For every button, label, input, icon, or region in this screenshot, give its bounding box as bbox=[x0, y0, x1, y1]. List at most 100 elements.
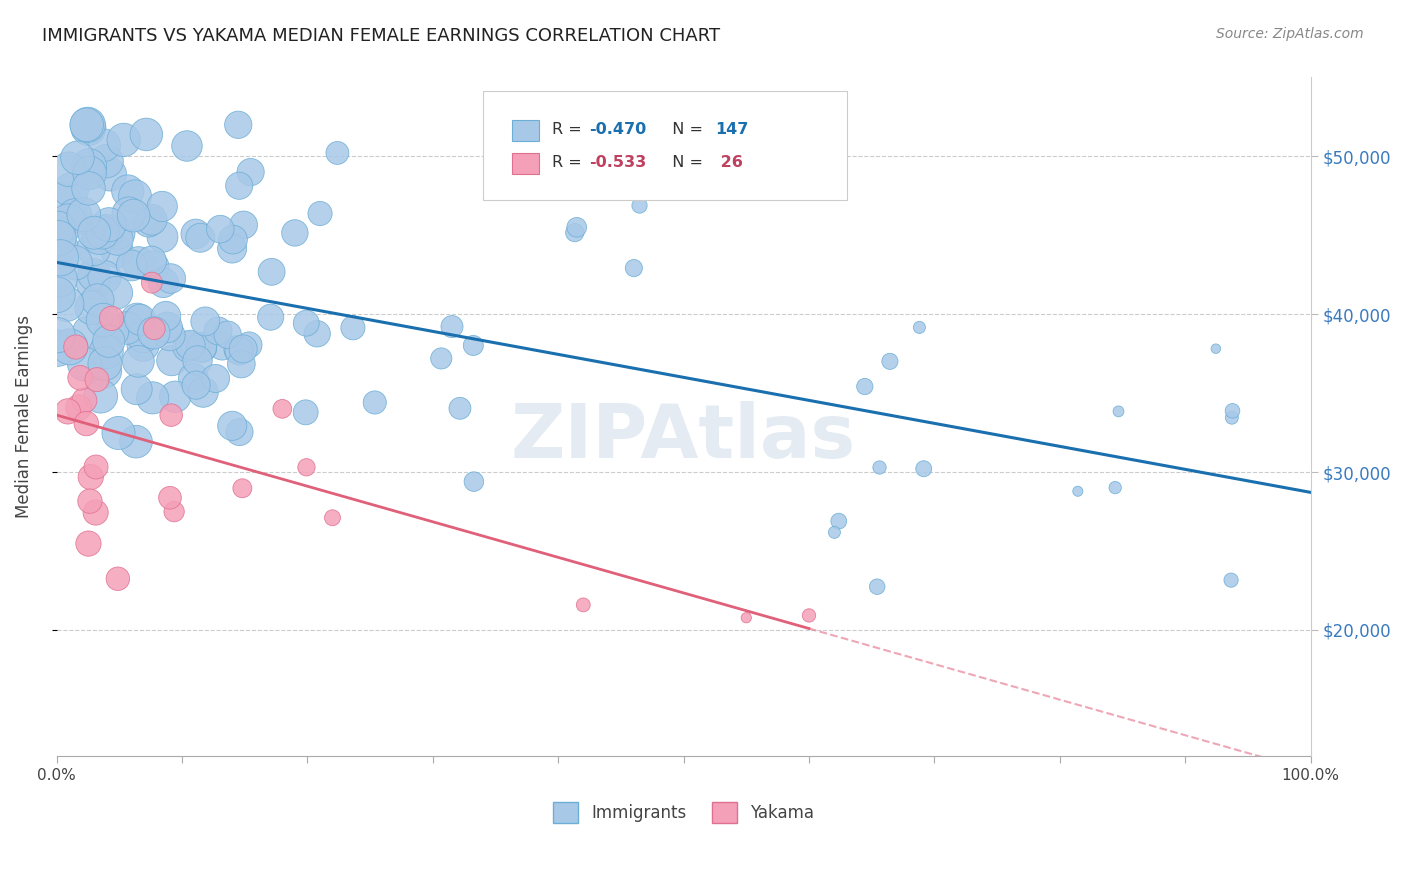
Point bbox=[60, 183, 83, 197]
Point bbox=[94, 364, 117, 378]
Point bbox=[96, 224, 118, 238]
Text: R =: R = bbox=[553, 155, 586, 169]
Point bbox=[259, 310, 281, 325]
Point bbox=[107, 233, 129, 247]
Point bbox=[63, 209, 86, 223]
Point bbox=[79, 494, 101, 508]
FancyBboxPatch shape bbox=[512, 153, 540, 174]
Point bbox=[184, 378, 207, 392]
Y-axis label: Median Female Earnings: Median Female Earnings bbox=[15, 316, 32, 518]
Point bbox=[96, 344, 118, 359]
Point bbox=[226, 343, 249, 357]
Point bbox=[207, 324, 229, 338]
Point bbox=[132, 338, 155, 352]
Point bbox=[83, 268, 105, 282]
Point bbox=[89, 230, 111, 244]
Point bbox=[48, 272, 70, 286]
Point bbox=[91, 226, 114, 240]
Point bbox=[564, 226, 586, 240]
Point bbox=[76, 118, 98, 132]
Point bbox=[73, 393, 96, 408]
FancyBboxPatch shape bbox=[512, 120, 540, 141]
Point bbox=[107, 425, 129, 440]
Point bbox=[1222, 404, 1244, 418]
Point bbox=[129, 312, 152, 326]
Point bbox=[77, 159, 100, 173]
Point bbox=[623, 261, 645, 276]
Point bbox=[152, 230, 174, 244]
Point bbox=[226, 118, 249, 132]
Point bbox=[83, 242, 105, 256]
Point bbox=[232, 342, 254, 356]
Point bbox=[48, 231, 70, 245]
Point bbox=[228, 178, 250, 193]
Point bbox=[232, 218, 254, 232]
Point bbox=[53, 193, 76, 207]
Point bbox=[1104, 481, 1126, 495]
Point bbox=[364, 395, 387, 409]
Point bbox=[141, 254, 163, 268]
Point bbox=[121, 259, 143, 273]
Point bbox=[107, 226, 129, 240]
Point bbox=[155, 309, 177, 323]
Point bbox=[159, 328, 181, 343]
Point bbox=[77, 536, 100, 550]
Point bbox=[58, 162, 80, 177]
Point bbox=[66, 151, 89, 165]
Point bbox=[912, 461, 935, 475]
Point bbox=[194, 314, 217, 328]
Point bbox=[96, 154, 118, 169]
Point bbox=[191, 385, 214, 400]
Point bbox=[228, 343, 250, 358]
Point bbox=[449, 401, 471, 416]
Point bbox=[342, 320, 364, 334]
Point bbox=[191, 341, 214, 355]
Point bbox=[179, 338, 201, 352]
Point bbox=[186, 353, 208, 368]
Point bbox=[228, 425, 250, 439]
Point bbox=[46, 221, 69, 235]
Point bbox=[188, 231, 211, 245]
Point bbox=[105, 285, 128, 300]
Text: Source: ZipAtlas.com: Source: ZipAtlas.com bbox=[1216, 27, 1364, 41]
Text: N =: N = bbox=[662, 155, 709, 169]
Point bbox=[67, 401, 90, 415]
Point bbox=[853, 379, 876, 393]
Point bbox=[823, 525, 845, 540]
Point bbox=[217, 327, 239, 342]
Point bbox=[69, 370, 91, 384]
Point bbox=[150, 199, 173, 213]
Point bbox=[93, 270, 115, 285]
Point bbox=[90, 389, 112, 403]
Legend: Immigrants, Yakama: Immigrants, Yakama bbox=[553, 802, 814, 822]
Point bbox=[307, 326, 329, 341]
Point bbox=[260, 265, 283, 279]
Point bbox=[142, 391, 165, 405]
Point bbox=[572, 598, 595, 612]
Point bbox=[83, 226, 105, 240]
Point bbox=[204, 371, 226, 385]
Point bbox=[117, 207, 139, 221]
Point bbox=[463, 475, 485, 489]
Text: ZIPAtlas: ZIPAtlas bbox=[510, 401, 856, 474]
Point bbox=[100, 311, 122, 326]
Point bbox=[221, 418, 243, 433]
Point bbox=[141, 276, 163, 290]
Point bbox=[56, 215, 79, 229]
Point bbox=[94, 357, 117, 371]
Point bbox=[84, 460, 107, 475]
Point bbox=[1108, 404, 1130, 418]
Point bbox=[295, 460, 318, 475]
Point bbox=[55, 297, 77, 311]
Point bbox=[211, 339, 233, 353]
Point bbox=[73, 208, 96, 222]
Point bbox=[46, 287, 69, 301]
Point bbox=[177, 340, 200, 354]
Point bbox=[440, 319, 463, 334]
Point bbox=[1067, 484, 1090, 499]
Point bbox=[143, 321, 166, 335]
Point bbox=[1220, 410, 1243, 425]
Point bbox=[117, 184, 139, 198]
Point bbox=[142, 260, 165, 274]
Point bbox=[84, 506, 107, 520]
